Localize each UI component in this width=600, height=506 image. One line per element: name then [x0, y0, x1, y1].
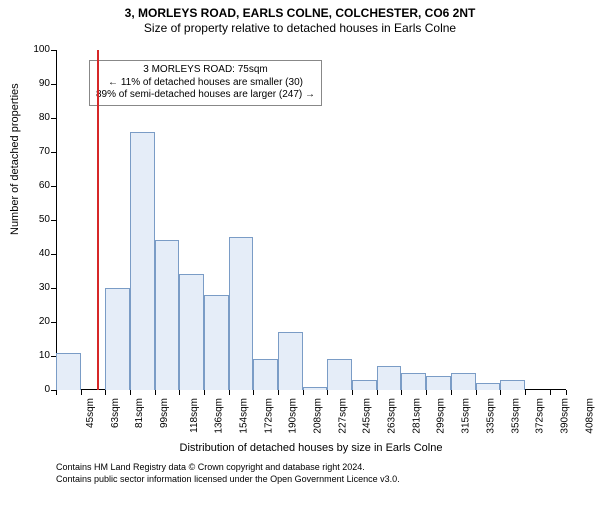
x-tick-label: 263sqm: [387, 398, 398, 434]
histogram-bar: [278, 332, 303, 390]
x-tick-label: 245sqm: [362, 398, 373, 434]
x-tick-label: 118sqm: [189, 398, 200, 433]
histogram-bar: [204, 295, 229, 390]
histogram-bar: [229, 237, 254, 390]
y-tick-label: 90: [20, 78, 50, 89]
histogram-bar: [56, 353, 81, 390]
histogram-bar: [253, 359, 278, 390]
chart-footer: Contains HM Land Registry data © Crown c…: [56, 462, 400, 485]
x-axis-title: Distribution of detached houses by size …: [56, 442, 566, 454]
x-tick-label: 299sqm: [436, 398, 447, 434]
histogram-bar: [130, 132, 155, 390]
y-tick-label: 50: [20, 214, 50, 225]
histogram-bar: [426, 376, 451, 390]
y-tick-label: 30: [20, 282, 50, 293]
y-tick-label: 40: [20, 248, 50, 259]
x-tick-label: 45sqm: [85, 398, 96, 428]
x-tick-label: 408sqm: [584, 398, 595, 434]
x-tick-label: 136sqm: [214, 398, 225, 434]
x-tick-label: 372sqm: [535, 398, 546, 434]
chart-title-sub: Size of property relative to detached ho…: [0, 21, 600, 35]
y-tick-label: 10: [20, 350, 50, 361]
histogram-chart: [56, 50, 566, 390]
reference-line: [97, 50, 99, 390]
x-tick-label: 63sqm: [110, 398, 121, 428]
x-tick-label: 227sqm: [337, 398, 348, 434]
x-tick-label: 315sqm: [461, 398, 472, 434]
x-tick-label: 335sqm: [485, 398, 496, 434]
histogram-bar: [155, 240, 180, 390]
footer-line2: Contains public sector information licen…: [56, 474, 400, 486]
histogram-bar: [303, 387, 328, 390]
y-tick-label: 60: [20, 180, 50, 191]
histogram-bar: [476, 383, 501, 390]
y-tick-label: 70: [20, 146, 50, 157]
histogram-bar: [105, 288, 130, 390]
histogram-bar: [179, 274, 204, 390]
histogram-bar: [327, 359, 352, 390]
x-tick-label: 281sqm: [411, 398, 422, 434]
x-tick-label: 190sqm: [288, 398, 299, 434]
footer-line1: Contains HM Land Registry data © Crown c…: [56, 462, 400, 474]
x-tick-label: 172sqm: [263, 398, 274, 434]
x-tick-label: 81sqm: [134, 398, 145, 428]
y-tick-label: 80: [20, 112, 50, 123]
y-tick-label: 20: [20, 316, 50, 327]
y-tick-label: 0: [20, 384, 50, 395]
histogram-bar: [500, 380, 525, 390]
histogram-bar: [451, 373, 476, 390]
histogram-bar: [352, 380, 377, 390]
y-tick-label: 100: [20, 44, 50, 55]
x-tick-label: 154sqm: [239, 398, 250, 434]
x-tick-label: 208sqm: [313, 398, 324, 434]
histogram-bar: [401, 373, 426, 390]
x-tick-label: 99sqm: [159, 398, 170, 428]
histogram-bar: [377, 366, 402, 390]
chart-title-main: 3, MORLEYS ROAD, EARLS COLNE, COLCHESTER…: [0, 6, 600, 20]
x-tick-label: 390sqm: [559, 398, 570, 434]
x-tick-label: 353sqm: [510, 398, 521, 434]
